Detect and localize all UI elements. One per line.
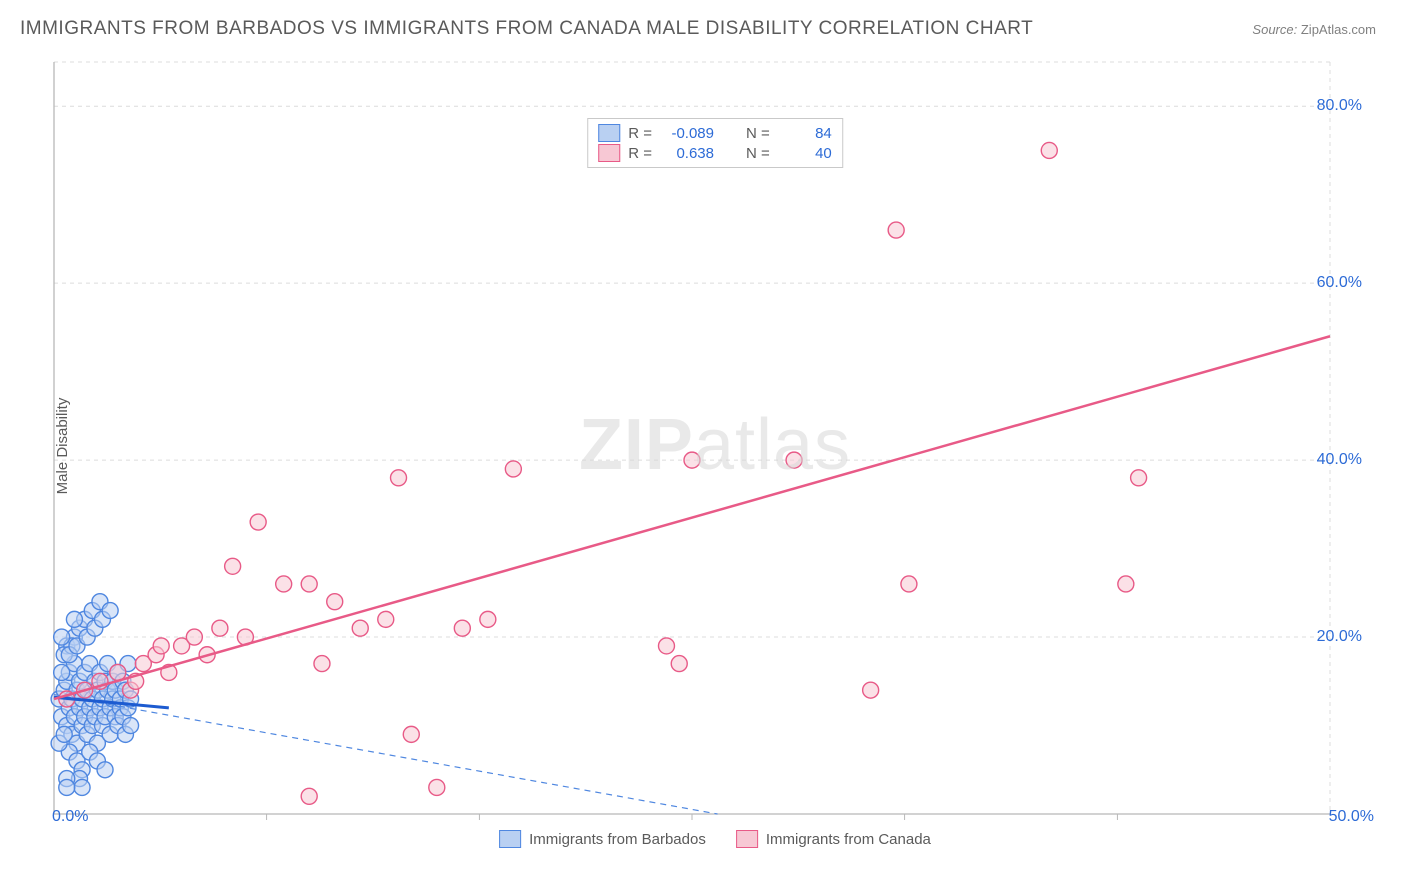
n-label: N =: [746, 125, 770, 142]
chart-area: ZIPatlas R = -0.089 N = 84 R = 0.638 N =…: [50, 58, 1380, 848]
legend-item-barbados: Immigrants from Barbados: [499, 830, 706, 848]
r-value-canada: 0.638: [660, 145, 714, 162]
y-tick-label: 20.0%: [1317, 628, 1362, 646]
swatch-canada: [736, 830, 758, 848]
n-label: N =: [746, 145, 770, 162]
x-tick-label: 50.0%: [1329, 808, 1374, 826]
legend-correlation-box: R = -0.089 N = 84 R = 0.638 N = 40: [587, 118, 843, 168]
n-value-barbados: 84: [778, 125, 832, 142]
source-attribution: Source: ZipAtlas.com: [1252, 22, 1376, 37]
scatter-chart-svg: [50, 58, 1380, 848]
source-value: ZipAtlas.com: [1301, 22, 1376, 37]
legend-series: Immigrants from Barbados Immigrants from…: [499, 830, 931, 848]
chart-title: IMMIGRANTS FROM BARBADOS VS IMMIGRANTS F…: [20, 18, 1033, 40]
r-label: R =: [628, 145, 652, 162]
legend-row-barbados: R = -0.089 N = 84: [598, 123, 832, 143]
legend-item-canada: Immigrants from Canada: [736, 830, 931, 848]
swatch-barbados: [598, 124, 620, 142]
swatch-barbados: [499, 830, 521, 848]
y-tick-label: 40.0%: [1317, 451, 1362, 469]
r-value-barbados: -0.089: [660, 125, 714, 142]
source-label: Source:: [1252, 22, 1297, 37]
n-value-canada: 40: [778, 145, 832, 162]
legend-row-canada: R = 0.638 N = 40: [598, 143, 832, 163]
legend-label-barbados: Immigrants from Barbados: [529, 831, 706, 848]
swatch-canada: [598, 144, 620, 162]
y-tick-label: 80.0%: [1317, 97, 1362, 115]
r-label: R =: [628, 125, 652, 142]
y-tick-label: 60.0%: [1317, 274, 1362, 292]
x-tick-label: 0.0%: [52, 808, 88, 826]
legend-label-canada: Immigrants from Canada: [766, 831, 931, 848]
